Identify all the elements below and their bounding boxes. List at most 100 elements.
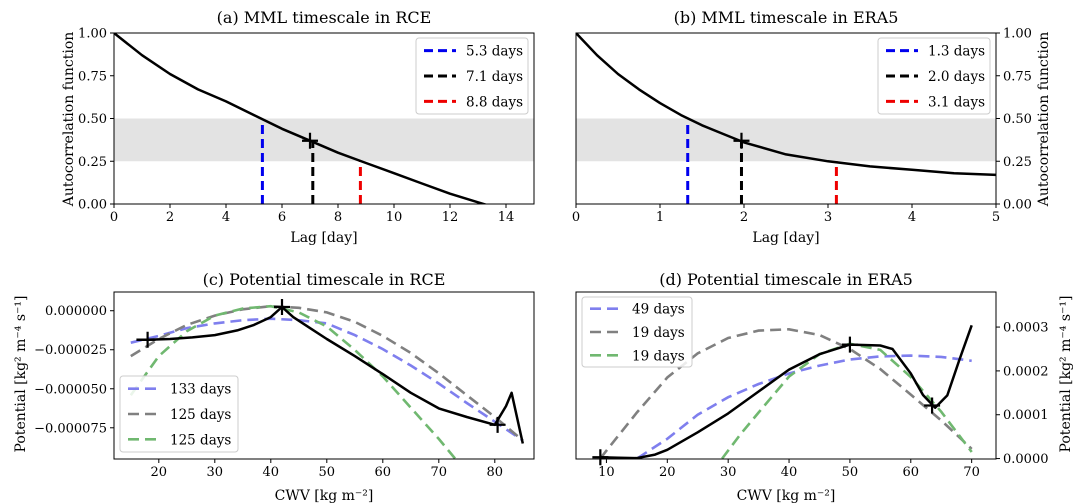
panel-a-ytick-label-2: 0.50	[78, 112, 107, 127]
panel-d-plot-area	[599, 324, 973, 459]
panel-d-ytick-label-1: 0.0001	[1003, 408, 1049, 423]
panel-c-ytick-label-2: −0.000050	[34, 382, 107, 397]
panel-d: (d) Potential timescale in ERA5 CWV [kg …	[575, 270, 1074, 504]
panel-c-xtick-label-4: 60	[375, 465, 392, 480]
panel-b-marker-0	[733, 132, 750, 149]
panel-d-ytick-label-2: 0.0002	[1003, 364, 1049, 379]
panel-c-xtick-label-1: 30	[207, 465, 224, 480]
panel-a-xtick-label-0: 0	[110, 210, 118, 225]
panel-a-legend-label-1: 7.1 days	[466, 69, 523, 85]
panel-b-xtick-label-4: 4	[908, 210, 916, 225]
panel-a-marker-0	[302, 132, 318, 149]
panel-a-plot: 0 2 4 6 8 10 12 14 0.00 0.25 0.50 0.75 1.00 5.3 days 7…	[78, 27, 535, 225]
panel-d-legend-label-1: 19 days	[632, 325, 685, 341]
panel-d-marker-0	[592, 449, 609, 466]
panel-c: (c) Potential timescale in RCE CWV [kg m…	[13, 270, 535, 504]
panel-d-main-curve	[600, 324, 973, 459]
panel-b-legend-label-0: 1.3 days	[928, 44, 985, 60]
panel-b-xtick-label-5: 5	[992, 210, 1000, 225]
panel-b-xtick-label-2: 2	[740, 210, 748, 225]
panel-d-legend: 49 days 19 days 19 days	[581, 296, 693, 368]
panel-a-xtick-label-3: 6	[278, 210, 286, 225]
panel-d-plot: 10 20 30 40 50 60 70 0.0000 0.0001 0.0002 0.0003 49…	[575, 291, 1049, 480]
panel-d-ytick-label-0: 0.0000	[1003, 452, 1049, 467]
panel-c-main-curve	[136, 305, 525, 444]
panel-c-frame	[113, 291, 535, 460]
panel-a-ytick-label-1: 0.25	[78, 155, 107, 170]
panel-a-legend-box	[415, 37, 529, 115]
panel-b-main-curve	[576, 33, 996, 177]
panel-c-marker-0	[139, 331, 156, 348]
panel-d-title: (d) Potential timescale in ERA5	[659, 270, 913, 289]
panel-b: (b) MML timescale in ERA5 Lag [day] Auto…	[572, 8, 1052, 246]
panel-d-ytick-label-3: 0.0003	[1003, 321, 1049, 336]
panel-d-frame	[575, 291, 997, 460]
panel-c-ylabel: Potential [kg² m⁻⁴ s⁻¹]	[13, 296, 29, 453]
panel-d-xlabel: CWV [kg m⁻²]	[737, 488, 836, 504]
panel-c-plot: 20 30 40 50 60 70 80 0.000000 −0.000025 −0.000050…	[34, 291, 535, 480]
panel-a-shaded-band	[114, 118, 534, 162]
panel-c-title: (c) Potential timescale in RCE	[203, 270, 446, 289]
panel-d-xtick-label-4: 50	[842, 465, 859, 480]
panel-d-xtick-label-5: 60	[903, 465, 920, 480]
panel-b-legend-label-1: 2.0 days	[928, 69, 985, 85]
panel-d-xtick-label-6: 70	[963, 465, 980, 480]
panel-a-xlabel: Lag [day]	[290, 230, 357, 246]
panel-a-xtick-label-6: 12	[442, 210, 459, 225]
panel-c-legend-label-0: 133 days	[170, 382, 231, 398]
panel-d-legend-label-2: 19 days	[632, 348, 685, 364]
panel-c-marker-1	[274, 298, 290, 315]
panel-b-ytick-label-0: 0.00	[1003, 198, 1032, 213]
panel-a-legend-label-2: 8.8 days	[466, 94, 523, 110]
panel-a-ytick-label-0: 0.00	[78, 198, 107, 213]
panel-d-fit-2	[721, 342, 973, 459]
panel-c-marker-2	[489, 416, 506, 433]
panel-d-fit-0	[632, 354, 972, 459]
panel-d-legend-box	[581, 296, 693, 368]
panel-b-ytick-label-2: 0.50	[1003, 112, 1032, 127]
panel-c-xtick-label-3: 50	[319, 465, 336, 480]
panel-c-fit-0	[130, 317, 524, 442]
panel-d-xtick-label-3: 40	[781, 465, 798, 480]
panel-b-legend-box	[877, 37, 991, 115]
panel-b-xlabel: Lag [day]	[752, 230, 819, 246]
panel-a-xtick-label-1: 2	[166, 210, 174, 225]
panel-a-plot-area	[114, 33, 534, 204]
panel-b-plot: 0 1 2 3 4 50.00 0.25 0.50 0.75 1.00 1.3 days 2.0 da…	[572, 27, 1032, 226]
panel-d-fit-1	[599, 327, 973, 459]
panel-b-legend-label-2: 3.1 days	[928, 94, 985, 110]
panel-c-xtick-label-2: 40	[263, 465, 280, 480]
panel-c-ytick-label-3: −0.000075	[34, 421, 107, 436]
panel-d-xtick-label-1: 20	[659, 465, 676, 480]
panel-c-fit-1	[130, 304, 524, 442]
panel-b-ytick-label-1: 0.25	[1003, 155, 1032, 170]
panel-b-xtick-label-0: 0	[572, 210, 580, 225]
panel-b-ylabel: Autocorrelation function	[1036, 32, 1052, 208]
panel-c-xlabel: CWV [kg m⁻²]	[275, 488, 374, 504]
panel-a-xtick-label-2: 4	[222, 210, 230, 225]
panel-b-legend: 1.3 days 2.0 days 3.1 days	[877, 37, 991, 115]
panel-c-xtick-label-5: 70	[431, 465, 448, 480]
panel-a-xtick-label-7: 14	[498, 210, 515, 225]
panel-c-ytick-label-1: −0.000025	[34, 343, 107, 358]
panel-b-plot-area	[576, 33, 996, 204]
panel-a-title: (a) MML timescale in RCE	[217, 8, 432, 27]
panel-c-legend-label-2: 125 days	[170, 432, 231, 448]
panel-d-marker-2	[924, 397, 941, 414]
panel-c-fit-2	[129, 304, 458, 459]
panel-d-marker-1	[841, 336, 858, 353]
panel-b-ytick-label-4: 1.00	[1003, 27, 1032, 42]
panel-a-legend-label-0: 5.3 days	[466, 44, 523, 60]
panel-d-xtick-label-2: 30	[720, 465, 737, 480]
panel-a-ylabel: Autocorrelation function	[61, 32, 77, 208]
panel-d-ylabel: Potential [kg² m⁻⁴ s⁻¹]	[1058, 296, 1074, 453]
panel-c-plot-area	[129, 304, 525, 459]
panel-a-ytick-label-4: 1.00	[78, 27, 107, 42]
panel-b-title: (b) MML timescale in ERA5	[674, 8, 899, 27]
panel-c-xtick-label-0: 20	[151, 465, 168, 480]
panel-c-xtick-label-6: 80	[487, 465, 504, 480]
panel-a-xtick-label-5: 10	[386, 210, 403, 225]
panel-c-legend-label-1: 125 days	[170, 407, 231, 423]
panel-c-ytick-label-0: 0.000000	[45, 304, 107, 319]
